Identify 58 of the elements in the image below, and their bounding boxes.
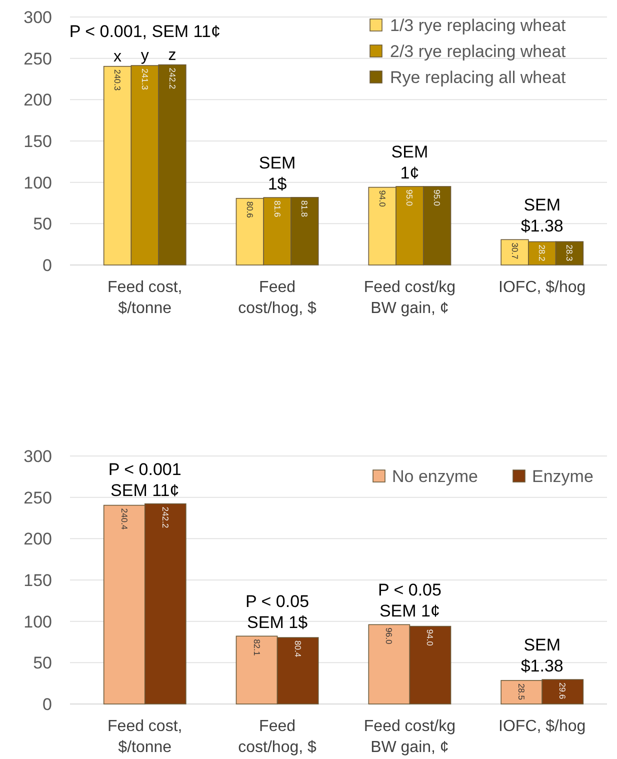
data-label: 28.5 bbox=[516, 683, 527, 700]
data-label: 242.2 bbox=[160, 506, 170, 528]
y-tick-label: 250 bbox=[24, 49, 52, 68]
annotation: z bbox=[168, 46, 176, 64]
data-label: 242.2 bbox=[167, 68, 178, 90]
x-tick-label: Feed cost/hog, $ bbox=[238, 718, 317, 756]
x-tick-label: Feed cost, $/tonne bbox=[108, 718, 182, 756]
y-tick-label: 300 bbox=[24, 8, 52, 27]
legend-label: Enzyme bbox=[532, 466, 594, 486]
data-label: 29.6 bbox=[558, 682, 568, 700]
data-label: 94.0 bbox=[425, 629, 436, 646]
data-label: 96.0 bbox=[384, 628, 394, 644]
data-label: 80.4 bbox=[292, 640, 303, 658]
y-tick-label: 200 bbox=[24, 530, 52, 549]
y-tick-label: 150 bbox=[24, 570, 52, 590]
data-label: 95.0 bbox=[404, 189, 415, 206]
y-tick-label: 200 bbox=[24, 90, 52, 110]
annotation: SEM $1.38 bbox=[520, 636, 564, 676]
annotation: SEM 1¢ bbox=[391, 142, 428, 182]
y-tick-label: 0 bbox=[42, 256, 52, 275]
legend-label: No enzyme bbox=[392, 466, 478, 486]
annotation: P < 0.001 SEM 11¢ bbox=[108, 460, 182, 500]
data-label: 80.6 bbox=[244, 201, 255, 218]
data-label: 81.8 bbox=[300, 200, 310, 218]
annotation: SEM 1$ bbox=[258, 153, 296, 194]
y-tick-label: 50 bbox=[33, 214, 52, 234]
data-label: 28.2 bbox=[537, 244, 548, 262]
annotation: P < 0.001, SEM 11¢ bbox=[69, 22, 220, 41]
annotation: P < 0.05 SEM 1$ bbox=[246, 592, 310, 632]
x-tick-label: Feed cost/hog, $ bbox=[238, 279, 317, 317]
y-tick-label: 0 bbox=[42, 694, 52, 714]
data-label: 241.3 bbox=[140, 68, 150, 90]
x-tick-label: IOFC, $/hog bbox=[498, 718, 586, 735]
x-tick-label: Feed cost/kg BW gain, ¢ bbox=[364, 279, 456, 317]
data-label: 94.0 bbox=[377, 190, 388, 208]
annotation: y bbox=[140, 48, 149, 65]
y-tick-label: 300 bbox=[24, 446, 52, 466]
y-tick-label: 50 bbox=[33, 654, 52, 673]
annotation: P < 0.05 SEM 1¢ bbox=[378, 580, 442, 621]
data-label: 81.6 bbox=[272, 200, 282, 218]
legend-label: 1/3 rye replacing wheat bbox=[390, 16, 566, 35]
x-tick-label: IOFC, $/hog bbox=[498, 279, 586, 296]
y-tick-label: 100 bbox=[24, 612, 52, 632]
legend-label: 2/3 rye replacing wheat bbox=[390, 42, 566, 61]
y-tick-label: 250 bbox=[24, 488, 52, 508]
y-tick-label: 150 bbox=[24, 132, 52, 151]
x-tick-label: Feed cost, $/tonne bbox=[108, 279, 182, 317]
data-label: 240.4 bbox=[119, 508, 130, 530]
legend-label: Rye replacing all wheat bbox=[390, 68, 566, 87]
annotation: x bbox=[114, 48, 122, 66]
x-tick-label: Feed cost/kg BW gain, ¢ bbox=[364, 718, 456, 756]
data-label: 30.7 bbox=[510, 242, 520, 260]
annotation: SEM $1.38 bbox=[520, 196, 564, 236]
data-label: 82.1 bbox=[252, 639, 262, 656]
data-label: 28.3 bbox=[564, 244, 575, 262]
data-label: 95.0 bbox=[432, 189, 442, 206]
y-tick-label: 100 bbox=[24, 173, 52, 192]
data-label: 240.3 bbox=[112, 69, 123, 91]
